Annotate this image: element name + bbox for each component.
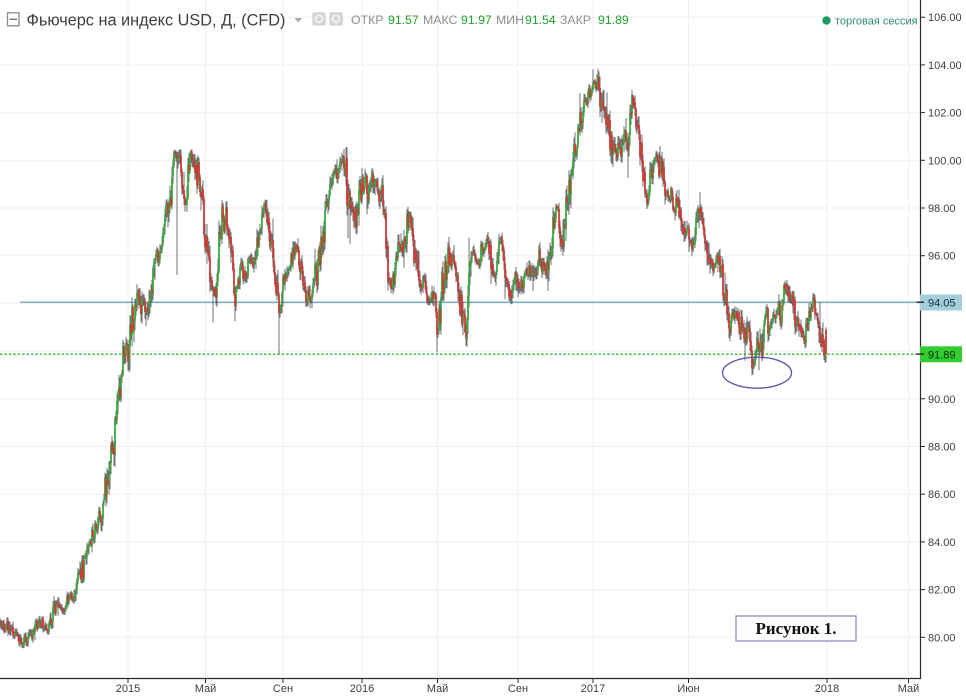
svg-text:80.00: 80.00	[928, 632, 956, 644]
svg-text:Сен: Сен	[508, 683, 528, 695]
svg-text:2018: 2018	[815, 683, 839, 695]
svg-text:91.54: 91.54	[525, 13, 556, 27]
svg-text:Фьючерс на индекс USD, Д, (CFD: Фьючерс на индекс USD, Д, (CFD)	[27, 11, 286, 29]
svg-text:91.89: 91.89	[928, 349, 956, 361]
svg-text:91.89: 91.89	[598, 13, 629, 27]
svg-text:торговая сессия: торговая сессия	[835, 15, 918, 27]
svg-text:Май: Май	[195, 683, 217, 695]
svg-text:98.00: 98.00	[928, 203, 956, 215]
svg-text:82.00: 82.00	[928, 585, 956, 597]
svg-text:91.57: 91.57	[388, 13, 419, 27]
svg-text:2016: 2016	[350, 683, 374, 695]
svg-text:ЗАКР: ЗАКР	[560, 13, 591, 27]
svg-text:Май: Май	[898, 683, 920, 695]
svg-text:Сен: Сен	[273, 683, 293, 695]
svg-text:100.00: 100.00	[928, 155, 962, 167]
svg-text:МАКС: МАКС	[423, 13, 457, 27]
svg-text:106.00: 106.00	[928, 12, 962, 24]
svg-text:94.05: 94.05	[928, 298, 956, 310]
svg-text:МИН: МИН	[496, 13, 524, 27]
svg-text:91.97: 91.97	[461, 13, 492, 27]
svg-text:88.00: 88.00	[928, 442, 956, 454]
svg-text:2015: 2015	[116, 683, 140, 695]
svg-text:Май: Май	[427, 683, 449, 695]
svg-text:104.00: 104.00	[928, 60, 962, 72]
svg-text:90.00: 90.00	[928, 394, 956, 406]
svg-text:84.00: 84.00	[928, 537, 956, 549]
svg-text:96.00: 96.00	[928, 251, 956, 263]
svg-text:86.00: 86.00	[928, 489, 956, 501]
svg-text:Июн: Июн	[677, 683, 699, 695]
svg-text:2017: 2017	[581, 683, 605, 695]
svg-text:ОТКР: ОТКР	[351, 13, 383, 27]
svg-text:Рисунок 1.: Рисунок 1.	[755, 619, 836, 638]
svg-text:102.00: 102.00	[928, 108, 962, 120]
